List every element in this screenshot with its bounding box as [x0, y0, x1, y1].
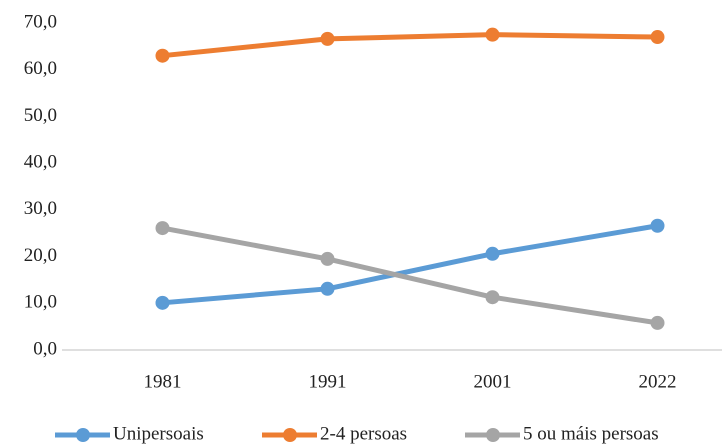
y-tick-label: 70,0	[24, 11, 57, 32]
point	[485, 290, 500, 305]
point	[650, 30, 665, 45]
series-line	[162, 225, 658, 326]
y-tick-label: 60,0	[24, 58, 57, 79]
x-tick-label: 1991	[309, 371, 347, 392]
y-tick-label: 40,0	[24, 152, 57, 173]
legend-marker	[76, 428, 90, 442]
point	[650, 218, 665, 233]
series-line	[162, 223, 658, 306]
y-tick-label: 20,0	[24, 245, 57, 266]
legend-marker	[486, 428, 500, 442]
point	[155, 48, 170, 63]
point	[320, 281, 335, 296]
y-tick-label: 10,0	[24, 292, 57, 313]
y-tick-label: 0,0	[33, 338, 57, 359]
point	[320, 31, 335, 46]
point	[320, 251, 335, 266]
y-tick-label: 50,0	[24, 105, 57, 126]
x-tick-label: 2001	[474, 371, 512, 392]
legend-marker	[283, 428, 297, 442]
legend-label: Unipersoais	[113, 423, 204, 444]
series-line	[162, 32, 658, 59]
legend-label: 2-4 persoas	[320, 423, 407, 444]
y-tick-label: 30,0	[24, 198, 57, 219]
point	[650, 315, 665, 330]
legend-label: 5 ou máis persoas	[523, 423, 659, 444]
point	[155, 221, 170, 236]
point	[155, 295, 170, 310]
point	[485, 246, 500, 261]
x-tick-label: 1981	[144, 371, 182, 392]
x-tick-label: 2022	[639, 371, 677, 392]
point	[485, 27, 500, 42]
